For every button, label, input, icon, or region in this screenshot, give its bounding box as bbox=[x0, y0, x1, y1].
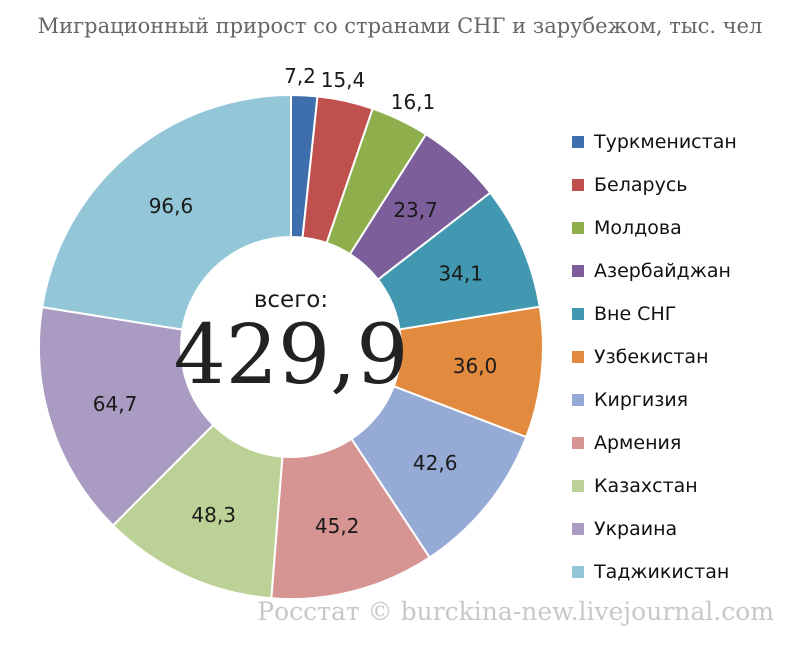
legend-swatch bbox=[572, 522, 584, 535]
slice-label-4: 34,1 bbox=[438, 261, 483, 285]
slice-label-10: 96,6 bbox=[149, 194, 194, 218]
legend-swatch bbox=[572, 350, 584, 363]
legend-label: Азербайджан bbox=[594, 259, 731, 282]
legend-label: Киргизия bbox=[594, 388, 689, 411]
legend-swatch bbox=[572, 264, 584, 277]
legend-label: Беларусь bbox=[594, 173, 688, 196]
legend-swatch bbox=[572, 135, 584, 148]
donut-slices bbox=[38, 93, 544, 600]
slice-9 bbox=[38, 305, 215, 527]
legend-label: Вне СНГ bbox=[594, 302, 677, 325]
center-caption: всего: bbox=[254, 287, 328, 313]
slice-label-2: 16,1 bbox=[391, 90, 436, 114]
legend-swatch bbox=[572, 221, 584, 234]
legend-item: Вне СНГ bbox=[572, 292, 737, 335]
slice-label-8: 48,3 bbox=[191, 503, 236, 527]
center-total: 429,9 bbox=[174, 308, 409, 403]
legend-swatch bbox=[572, 178, 584, 191]
legend-item: Таджикистан bbox=[572, 550, 737, 593]
legend-item: Украина bbox=[572, 507, 737, 550]
legend: Туркменистан Беларусь Молдова Азербайджан Вн… bbox=[572, 120, 737, 593]
legend-label: Украина bbox=[594, 517, 678, 540]
legend-label: Армения bbox=[594, 431, 682, 454]
legend-label: Туркменистан bbox=[594, 130, 737, 153]
source-credit: Росстат © burckina-new.livejournal.com bbox=[257, 597, 774, 626]
slice-label-1: 15,4 bbox=[321, 68, 366, 92]
legend-swatch bbox=[572, 393, 584, 406]
legend-item: Азербайджан bbox=[572, 249, 737, 292]
slice-8 bbox=[111, 423, 284, 600]
legend-item: Армения bbox=[572, 421, 737, 464]
legend-label: Молдова bbox=[594, 216, 682, 239]
slice-label-6: 42,6 bbox=[413, 451, 458, 475]
legend-item: Киргизия bbox=[572, 378, 737, 421]
legend-label: Казахстан bbox=[594, 474, 698, 497]
legend-item: Туркменистан bbox=[572, 120, 737, 163]
slice-10 bbox=[41, 93, 292, 331]
legend-item: Молдова bbox=[572, 206, 737, 249]
legend-item: Беларусь bbox=[572, 163, 737, 206]
legend-label: Таджикистан bbox=[594, 560, 730, 583]
legend-swatch bbox=[572, 307, 584, 320]
legend-swatch bbox=[572, 436, 584, 449]
legend-item: Узбекистан bbox=[572, 335, 737, 378]
slice-label-3: 23,7 bbox=[393, 198, 438, 222]
slice-labels: 7,2 15,4 16,1 23,7 34,1 36,0 42,6 45,2 48,3 64,7 9… bbox=[93, 64, 498, 538]
slice-label-9: 64,7 bbox=[93, 392, 138, 416]
legend-swatch bbox=[572, 565, 584, 578]
legend-item: Казахстан bbox=[572, 464, 737, 507]
legend-label: Узбекистан bbox=[594, 345, 709, 368]
slice-label-5: 36,0 bbox=[453, 354, 498, 378]
slice-label-7: 45,2 bbox=[315, 514, 360, 538]
chart-title: Миграционный прирост со странами СНГ и з… bbox=[37, 14, 763, 38]
slice-label-0: 7,2 bbox=[284, 64, 316, 88]
legend-swatch bbox=[572, 479, 584, 492]
